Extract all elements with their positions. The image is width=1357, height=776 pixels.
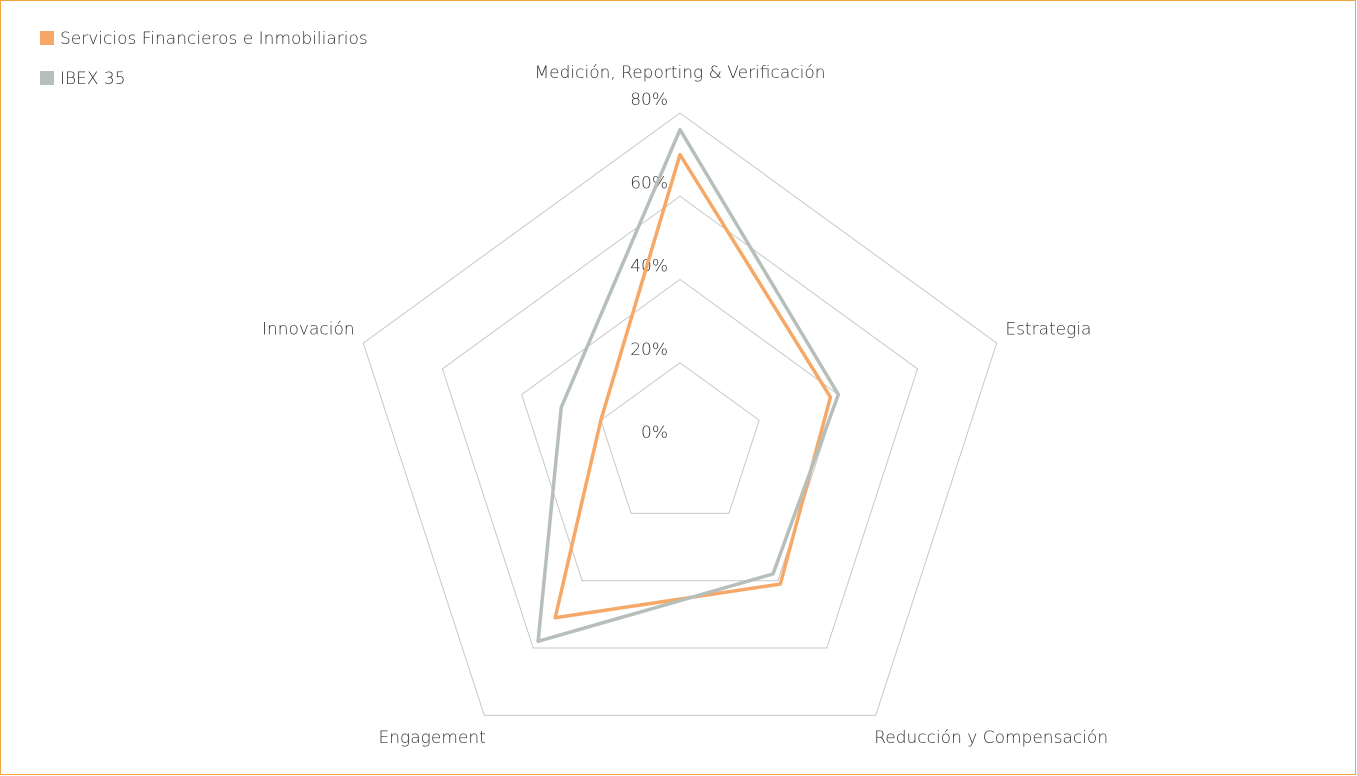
grid-ring: [600, 362, 760, 514]
axis-label: Medición, Reporting & Verificación: [534, 63, 825, 83]
r-tick-label: 0%: [641, 423, 668, 443]
r-tick-label: 20%: [630, 340, 668, 360]
grid-ring: [441, 195, 919, 649]
legend-swatch: [40, 71, 54, 85]
legend-swatch: [40, 31, 54, 45]
series-line: [553, 152, 833, 620]
r-tick-label: 60%: [630, 173, 668, 193]
r-tick-label: 40%: [630, 257, 668, 277]
r-tick-label: 80%: [630, 90, 668, 110]
grid-ring: [362, 112, 998, 716]
axis-label: Innovación: [262, 319, 355, 339]
axis-label: Estrategia: [1005, 319, 1091, 339]
series-line: [536, 127, 841, 644]
axis-label: Engagement: [379, 728, 486, 748]
legend-label: Servicios Financieros e Inmobiliarios: [60, 29, 368, 49]
legend-label: IBEX 35: [60, 69, 126, 89]
axis-label: Reducción y Compensación: [874, 728, 1108, 748]
grid-ring: [521, 278, 839, 582]
